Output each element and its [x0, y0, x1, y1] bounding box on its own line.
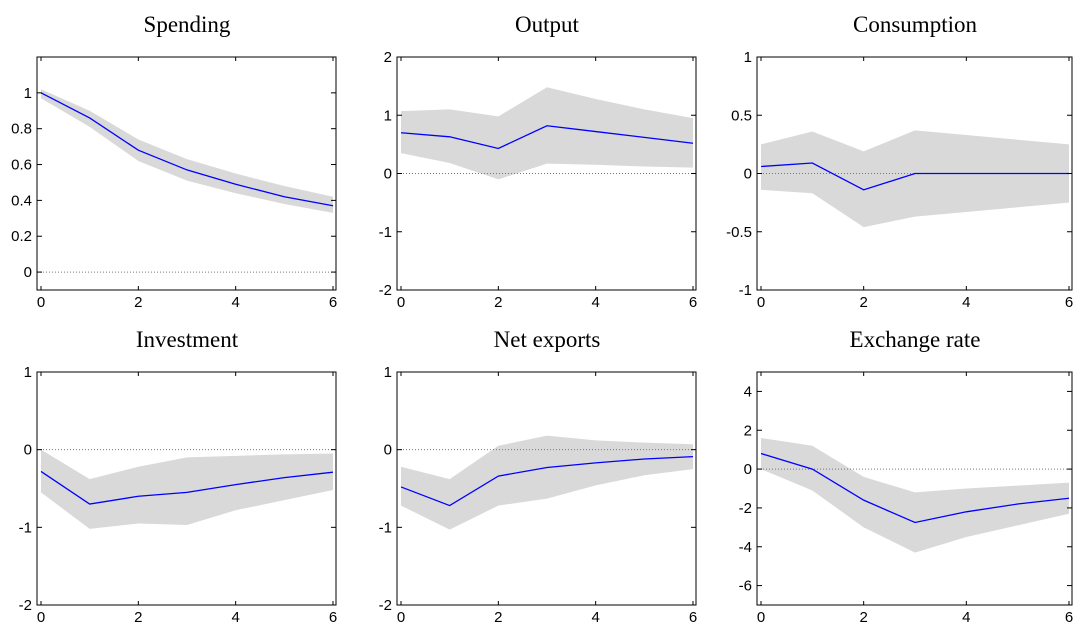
y-tick-label: 0	[384, 166, 392, 183]
y-tick-label: -1	[379, 224, 392, 241]
x-tick-label: 2	[859, 294, 867, 311]
x-tick-label: 0	[397, 609, 405, 626]
panel-title: Spending	[144, 12, 231, 37]
series-line	[400, 125, 694, 150]
y-tick-label: 0.6	[11, 157, 32, 174]
y-tick-label: 0.2	[11, 228, 32, 245]
panel-title: Exchange rate	[850, 327, 981, 352]
x-tick-label: 6	[1065, 609, 1073, 626]
plot-frame	[36, 371, 337, 606]
panel-title: Output	[515, 12, 580, 37]
confidence-band	[401, 435, 693, 530]
y-tick-label: 0.8	[11, 121, 32, 138]
y-tick-label: 1	[24, 364, 32, 381]
y-tick-label: 0	[24, 264, 32, 281]
x-tick-label: 2	[134, 294, 142, 311]
y-tick-label: 0	[744, 166, 752, 183]
x-tick-label: 6	[329, 294, 337, 311]
x-tick-label: 4	[591, 609, 599, 626]
y-tick-label: 4	[744, 383, 752, 400]
series-line	[760, 162, 1069, 191]
x-tick-label: 2	[494, 294, 502, 311]
x-tick-label: 6	[329, 609, 337, 626]
x-tick-label: 0	[757, 294, 765, 311]
y-tick-label: 1	[384, 364, 392, 381]
confidence-band	[401, 87, 693, 180]
y-tick-label: 1	[384, 107, 392, 124]
y-tick-label: -1	[19, 519, 32, 536]
x-tick-label: 2	[859, 609, 867, 626]
confidence-band	[761, 130, 1069, 228]
x-tick-label: 0	[37, 294, 45, 311]
x-tick-label: 0	[397, 294, 405, 311]
x-tick-label: 6	[689, 609, 697, 626]
series-line	[40, 470, 334, 505]
confidence-band	[41, 449, 333, 529]
x-tick-label: 0	[37, 609, 45, 626]
y-tick-label: 0	[24, 442, 32, 459]
panel-title: Investment	[136, 327, 239, 352]
x-tick-label: 2	[494, 609, 502, 626]
y-tick-label: 0.5	[731, 107, 752, 124]
y-tick-label: -2	[739, 500, 752, 517]
confidence-band	[761, 438, 1069, 553]
y-tick-label: -0.5	[726, 224, 752, 241]
y-tick-label: -2	[19, 597, 32, 614]
x-tick-label: 4	[591, 294, 599, 311]
y-tick-label: -6	[739, 578, 752, 595]
x-tick-label: 2	[134, 609, 142, 626]
x-tick-label: 4	[231, 609, 239, 626]
x-tick-label: 4	[962, 294, 970, 311]
series-line	[760, 452, 1070, 524]
y-tick-label: -4	[739, 539, 752, 556]
y-tick-label: 0.4	[11, 192, 32, 209]
y-tick-label: -2	[379, 282, 392, 299]
y-tick-label: 1	[24, 85, 32, 102]
plot-frame	[36, 56, 337, 291]
x-tick-label: 4	[962, 609, 970, 626]
y-tick-label: 1	[744, 49, 752, 66]
panel-title: Consumption	[853, 12, 977, 37]
series-line	[400, 456, 694, 507]
series-line	[40, 92, 334, 207]
x-tick-label: 6	[1065, 294, 1073, 311]
plot-frame	[756, 371, 1073, 606]
y-tick-label: -1	[739, 282, 752, 299]
y-tick-label: -1	[379, 519, 392, 536]
x-tick-label: 6	[689, 294, 697, 311]
y-tick-label: 2	[744, 422, 752, 439]
y-tick-label: -2	[379, 597, 392, 614]
y-tick-label: 0	[384, 442, 392, 459]
panel-title: Net exports	[494, 327, 601, 352]
y-tick-label: 2	[384, 49, 392, 66]
x-tick-label: 0	[757, 609, 765, 626]
plot-frame	[396, 371, 697, 606]
x-tick-label: 4	[231, 294, 239, 311]
confidence-band	[41, 89, 333, 213]
y-tick-label: 0	[744, 461, 752, 478]
